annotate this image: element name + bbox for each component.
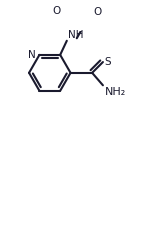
Text: O: O (93, 7, 102, 17)
Text: O: O (52, 6, 60, 16)
Text: N: N (28, 50, 35, 60)
Text: NH: NH (68, 30, 83, 40)
Text: NH₂: NH₂ (105, 87, 126, 97)
Text: S: S (105, 57, 111, 67)
